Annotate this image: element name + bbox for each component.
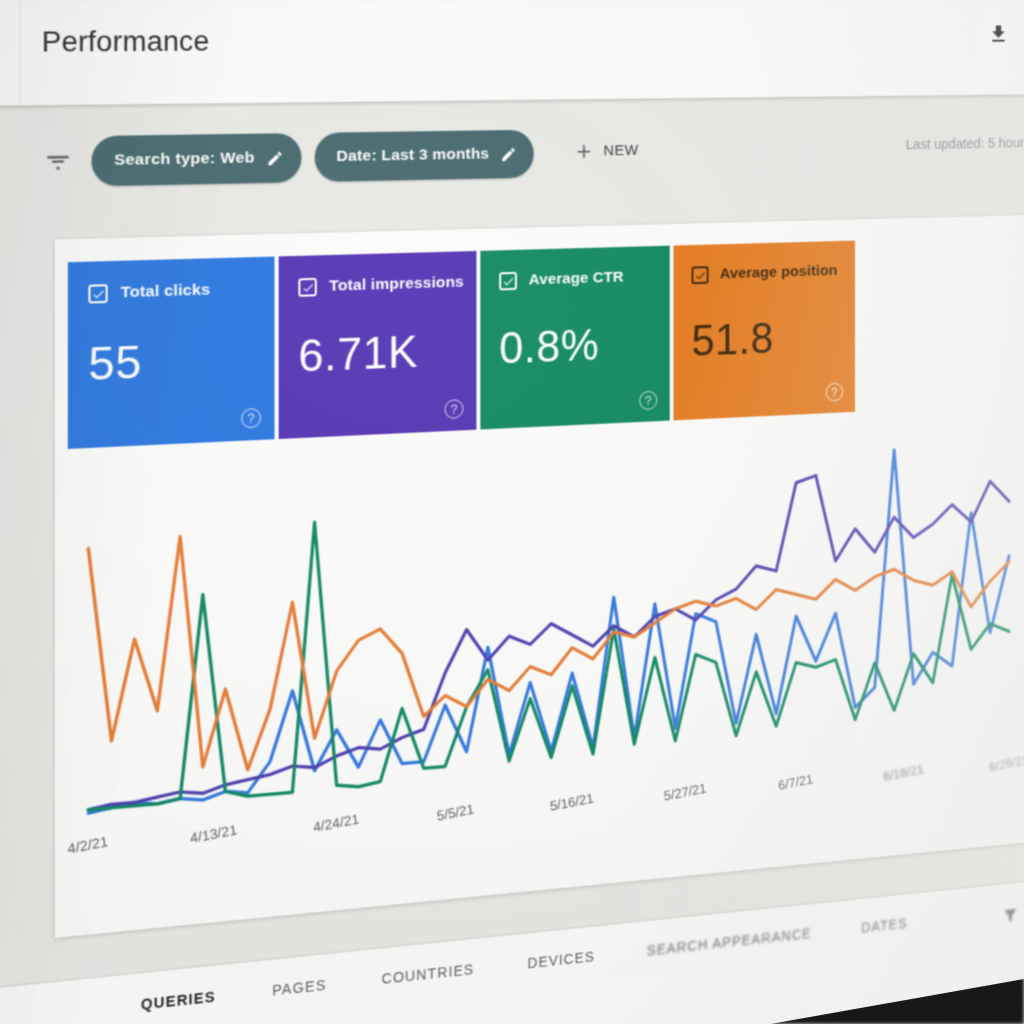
- filter-chip-date-last-3-months[interactable]: Date: Last 3 months: [314, 129, 534, 182]
- checkbox-checked-icon[interactable]: [298, 277, 317, 297]
- tab-dates[interactable]: DATES: [861, 915, 908, 936]
- x-axis-label: 5/27/21: [663, 781, 707, 804]
- filter-list-icon[interactable]: [44, 149, 72, 177]
- line-total-clicks: [88, 444, 1009, 813]
- filter-chip-search-type-web[interactable]: Search type: Web: [91, 133, 302, 187]
- metric-card-total-clicks[interactable]: Total clicks 55?: [67, 256, 275, 449]
- tab-search-appearance[interactable]: SEARCH APPEARANCE: [646, 925, 812, 959]
- metric-label: Total impressions: [329, 273, 464, 295]
- help-icon[interactable]: ?: [825, 382, 844, 402]
- nav-edge-divider: [19, 0, 21, 106]
- x-axis-label: 6/7/21: [778, 772, 814, 793]
- metric-label: Total clicks: [120, 281, 211, 302]
- metric-value: 55: [88, 337, 142, 391]
- metric-cards-row: Total clicks 55? Total impressions 6.71K? Av…: [67, 240, 856, 449]
- x-axis-label: 5/16/21: [549, 791, 594, 814]
- line-average-ctr: [88, 483, 1009, 810]
- funnel-filter-icon[interactable]: [1002, 905, 1019, 925]
- x-axis-label: 4/2/21: [67, 834, 109, 857]
- tab-countries[interactable]: COUNTRIES: [381, 960, 475, 987]
- new-filter-label: NEW: [603, 141, 639, 159]
- help-icon[interactable]: ?: [241, 407, 262, 429]
- metric-label: Average position: [719, 262, 838, 283]
- new-filter-button[interactable]: + NEW: [576, 135, 639, 166]
- performance-chart: 4/2/21 4/13/21 4/24/21 5/5/21 5/16/21 5/27/21…: [67, 415, 1024, 857]
- tab-devices[interactable]: DEVICES: [527, 948, 595, 972]
- last-updated-text: Last updated: 5 hour: [905, 135, 1024, 154]
- metric-value: 6.71K: [298, 327, 418, 382]
- filter-bar: Search type: Web Date: Last 3 months + NE…: [0, 120, 1024, 195]
- filter-chips: Search type: Web Date: Last 3 months: [91, 129, 534, 187]
- x-axis-label: 4/13/21: [189, 822, 238, 846]
- performance-panel: Total clicks 55? Total impressions 6.71K? Av…: [54, 214, 1024, 938]
- metric-label: Average CTR: [528, 268, 624, 289]
- chip-label: Date: Last 3 months: [336, 145, 490, 166]
- help-icon[interactable]: ?: [639, 390, 658, 411]
- metric-card-total-impressions[interactable]: Total impressions 6.71K?: [278, 250, 477, 440]
- tab-pages[interactable]: PAGES: [272, 976, 327, 999]
- download-icon[interactable]: [988, 23, 1009, 46]
- tab-queries[interactable]: QUERIES: [140, 988, 216, 1013]
- metric-card-average-ctr[interactable]: Average CTR 0.8%?: [480, 245, 670, 430]
- metric-value: 0.8%: [499, 320, 600, 374]
- checkbox-checked-icon[interactable]: [691, 266, 709, 285]
- chip-label: Search type: Web: [114, 149, 255, 170]
- page-title: Performance: [41, 25, 210, 58]
- x-axis-label: 4/24/21: [312, 811, 359, 835]
- edit-pencil-icon: [268, 151, 282, 165]
- metric-value: 51.8: [691, 314, 774, 366]
- x-axis-label: 6/29/21: [988, 752, 1024, 774]
- edit-pencil-icon: [502, 147, 515, 161]
- plus-icon: +: [576, 135, 592, 166]
- checkbox-checked-icon[interactable]: [499, 271, 517, 291]
- x-axis-label: 6/18/21: [883, 762, 925, 784]
- help-icon[interactable]: ?: [444, 399, 464, 420]
- app-header: Performance: [0, 0, 1024, 106]
- metric-card-average-position[interactable]: Average position 51.8?: [673, 240, 856, 421]
- checkbox-checked-icon[interactable]: [88, 284, 108, 304]
- line-total-impressions: [88, 465, 1009, 810]
- x-axis-label: 5/5/21: [436, 801, 475, 823]
